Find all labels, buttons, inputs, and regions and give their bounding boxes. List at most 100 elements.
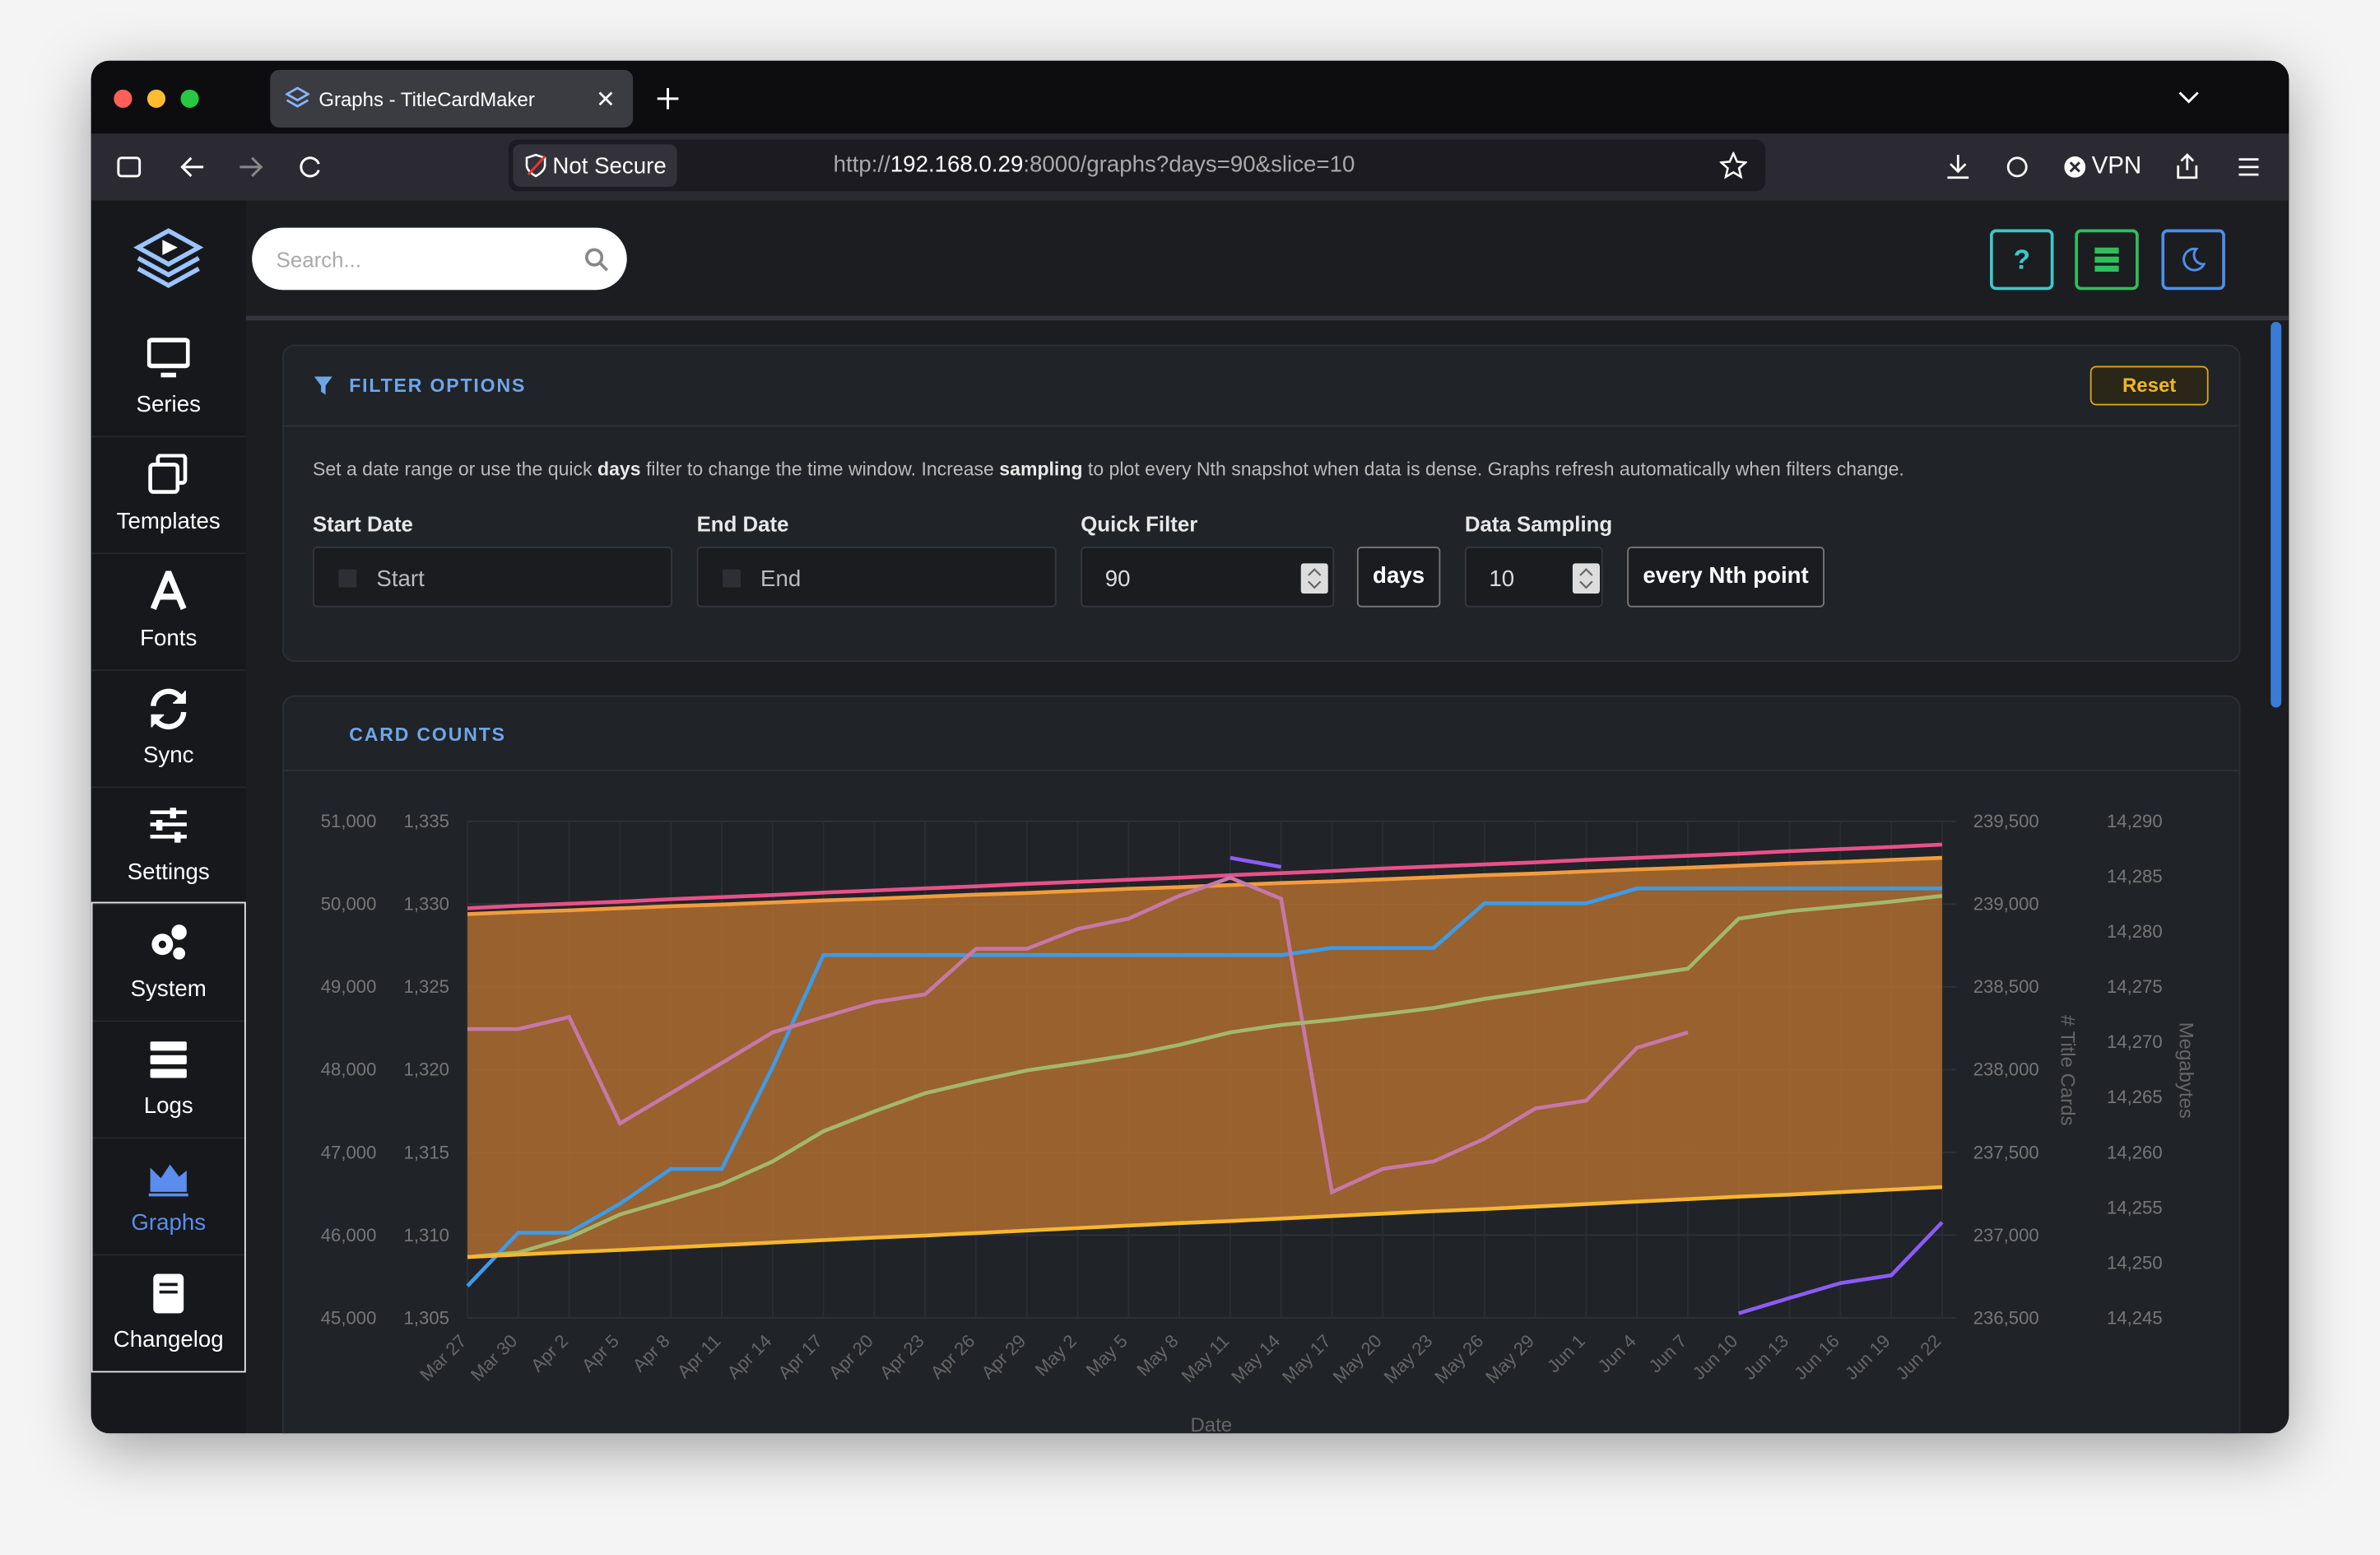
sidebar-label: Settings: [127, 859, 210, 886]
sidebar-icon: [153, 1273, 184, 1314]
sampling-unit: every Nth point: [1627, 546, 1825, 608]
y-tick-label: 1,330: [404, 894, 449, 915]
y-tick-label: 14,275: [2107, 976, 2163, 997]
y3-axis-title: Megabytes: [2175, 1022, 2197, 1119]
x-tick-label: Apr 26: [927, 1330, 979, 1383]
input-value: 10: [1489, 566, 1515, 593]
card-title: CARD COUNTS: [349, 724, 506, 746]
help-button[interactable]: ?: [1989, 229, 2054, 291]
y-tick-label: 14,280: [2107, 921, 2163, 942]
status-button[interactable]: [2075, 229, 2139, 291]
sidebar-item[interactable]: Graphs: [91, 1137, 246, 1256]
url-scheme: http://: [833, 151, 890, 178]
series-line: [467, 1185, 1943, 1259]
window-controls[interactable]: [91, 61, 228, 134]
y-tick-label: 1,305: [404, 1307, 449, 1328]
reset-button[interactable]: Reset: [2089, 365, 2209, 406]
calendar-icon: [338, 569, 357, 588]
x-tick-label: May 8: [1132, 1330, 1182, 1380]
calendar-icon: [722, 569, 741, 588]
start-input[interactable]: Start: [312, 546, 673, 608]
tab[interactable]: Graphs - TitleCardMaker: [270, 69, 634, 128]
sidebar-icon: [146, 338, 190, 378]
url-bar[interactable]: Not Secure http://192.168.0.29:8000/grap…: [508, 139, 1766, 192]
y-tick-label: 14,270: [2107, 1031, 2163, 1052]
y-tick-label: 14,265: [2107, 1087, 2163, 1107]
sidebar-icon: [150, 570, 187, 611]
security-label: Not Secure: [552, 153, 667, 179]
x-tick-label: May 29: [1481, 1330, 1538, 1387]
toolbar: Not Secure http://192.168.0.29:8000/grap…: [91, 133, 2289, 201]
input-placeholder: End: [760, 566, 802, 593]
reset-label: Reset: [2122, 373, 2177, 397]
logo[interactable]: [132, 221, 205, 295]
theme-button[interactable]: [2161, 229, 2225, 291]
sidebar-icon: [150, 1041, 187, 1078]
input-value: 90: [1104, 566, 1131, 593]
x-tick-label: Apr 5: [578, 1330, 623, 1376]
scrollbar[interactable]: [2271, 322, 2282, 708]
x-tick-label: Apr 14: [723, 1330, 776, 1383]
url-path: :8000/graphs?days=90&slice=10: [1023, 151, 1355, 178]
y-tick-label: 46,000: [321, 1225, 377, 1245]
desc-em: sampling: [999, 459, 1083, 480]
sidebar-item[interactable]: Templates: [91, 435, 246, 555]
browser-window: Graphs - TitleCardMaker Not Secure http:…: [91, 60, 2289, 1434]
x-tick-label: Apr 17: [774, 1330, 826, 1383]
area-band: [467, 858, 1942, 1258]
sidebar-item[interactable]: Sync: [91, 669, 246, 789]
chart: 45,000 46,000 47,000 48,000 49,000 50,000 51,0…: [321, 811, 2197, 1433]
search-icon: [585, 248, 609, 272]
x-tick-label: Mar 30: [467, 1330, 521, 1385]
spinner[interactable]: [1300, 563, 1328, 594]
sidebar-icon: [148, 1164, 188, 1197]
url: http://192.168.0.29:8000/graphs?days=90&…: [834, 151, 1355, 177]
filter-description: Set a date range or use the quick days f…: [313, 459, 1904, 480]
filter-title: FILTER OPTIONS: [349, 375, 527, 397]
tab-list[interactable]: [2178, 90, 2200, 105]
x-tick-label: May 20: [1329, 1330, 1386, 1387]
sidebar-focus-box: [91, 901, 246, 1373]
url-host: 192.168.0.29: [890, 151, 1024, 178]
funnel-icon: [314, 376, 332, 395]
vpn-label[interactable]: VPN: [2091, 153, 2142, 179]
sidebar-item[interactable]: System: [91, 903, 246, 1022]
sidebar-item[interactable]: Logs: [91, 1020, 246, 1139]
sidebar-item[interactable]: Settings: [91, 786, 246, 906]
new-tab[interactable]: [657, 87, 679, 109]
sidebar-item[interactable]: Series: [91, 319, 246, 438]
x-tick-label: May 2: [1031, 1330, 1081, 1380]
toolbar-icons[interactable]: [1943, 151, 2034, 182]
sidebar-icon: [151, 688, 187, 730]
x-tick-label: May 11: [1178, 1330, 1234, 1386]
sidebar-item[interactable]: Fonts: [91, 552, 246, 672]
field-label: Data Sampling: [1464, 511, 1613, 537]
y-tick-label: 14,260: [2107, 1142, 2163, 1162]
tab-title: Graphs - TitleCardMaker: [318, 87, 535, 111]
desc-text: Set a date range or use the quick: [312, 459, 597, 480]
search-placeholder: Search...: [276, 247, 362, 272]
menu-icons[interactable]: [2173, 151, 2265, 182]
x-tick-label: Jun 4: [1594, 1330, 1640, 1376]
x-tick-label: Apr 20: [825, 1330, 877, 1383]
tab-close[interactable]: [598, 91, 613, 106]
sampling-input[interactable]: 10: [1464, 546, 1603, 608]
x-tick-label: May 14: [1227, 1330, 1284, 1387]
x-tick-label: Jun 13: [1739, 1330, 1792, 1384]
x-tick-label: Jun 10: [1689, 1330, 1742, 1384]
security-pill[interactable]: Not Secure: [513, 144, 677, 187]
moon-icon: [2182, 247, 2206, 272]
quick-input[interactable]: 90: [1081, 546, 1335, 608]
x-tick-label: Apr 29: [977, 1330, 1030, 1383]
x-tick-label: May 5: [1082, 1330, 1132, 1380]
sidebar-label: Logs: [143, 1092, 193, 1120]
bookmark-star[interactable]: [1719, 151, 1747, 179]
end-input[interactable]: End: [696, 546, 1057, 608]
x-tick-label: Jun 19: [1841, 1330, 1894, 1384]
desc-em: days: [597, 459, 641, 480]
x-tick-label: Mar 27: [416, 1330, 470, 1385]
sidebar-label: Changelog: [113, 1326, 224, 1353]
spinner[interactable]: [1572, 563, 1600, 594]
nav-buttons[interactable]: [115, 151, 328, 182]
search-box[interactable]: Search...: [252, 227, 627, 291]
